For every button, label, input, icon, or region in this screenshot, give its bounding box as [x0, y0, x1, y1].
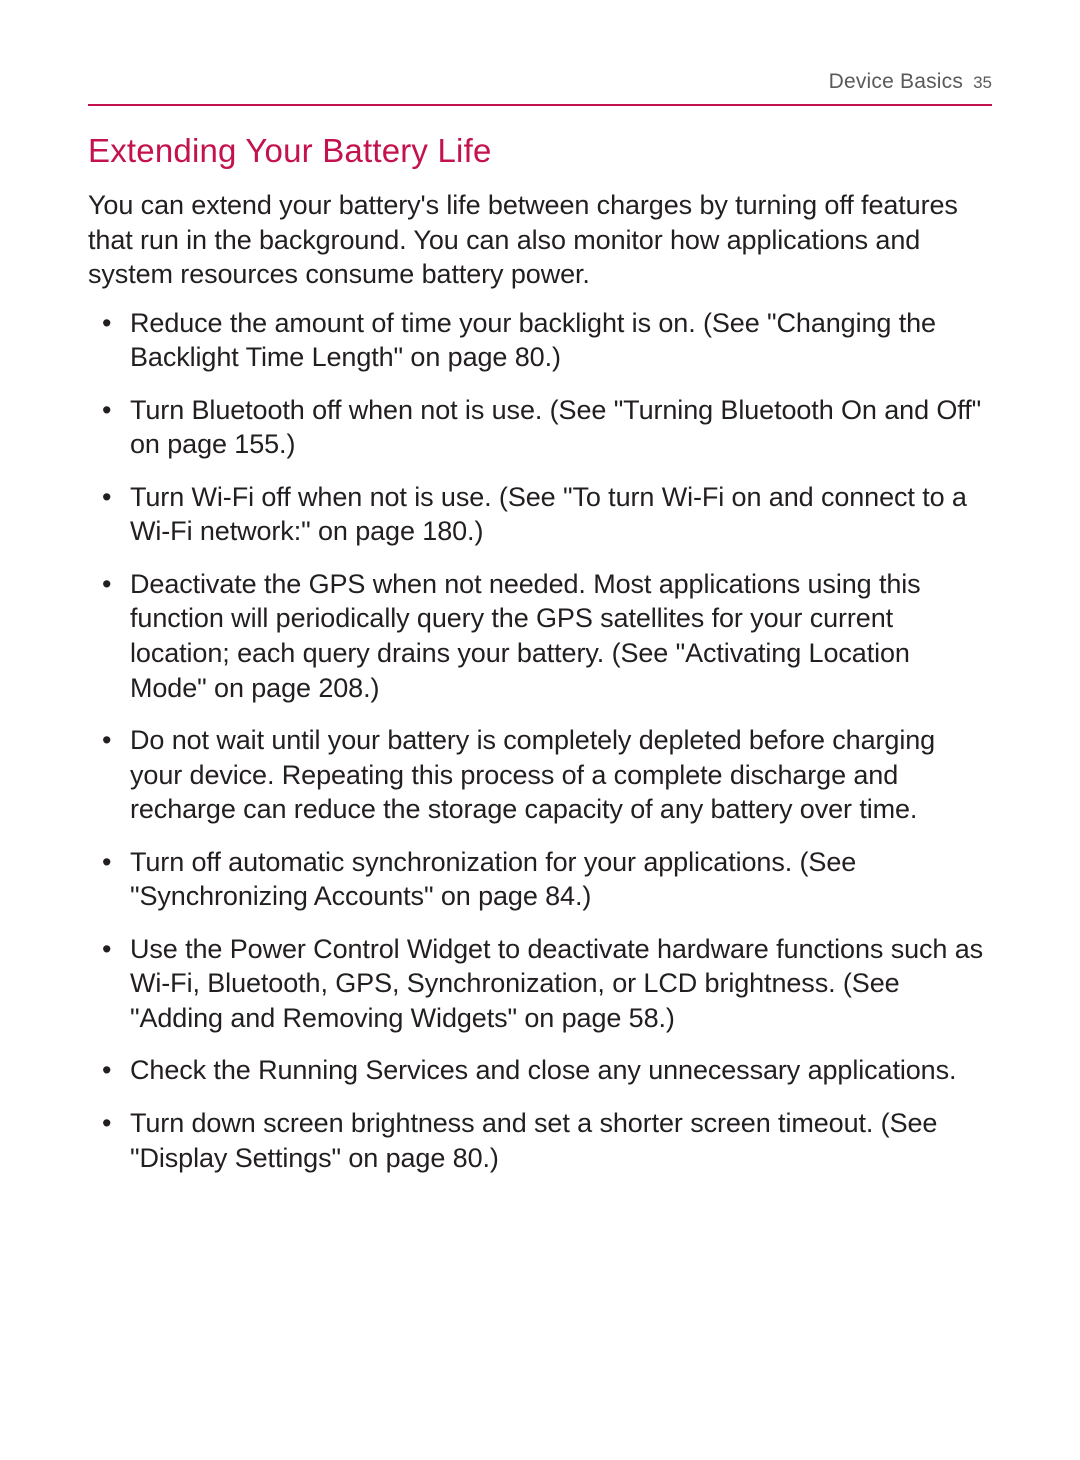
- page-number: 35: [973, 73, 992, 93]
- chapter-name: Device Basics: [829, 70, 963, 94]
- list-item: Deactivate the GPS when not needed. Most…: [88, 567, 992, 705]
- running-header: Device Basics 35: [88, 70, 992, 106]
- list-item: Use the Power Control Widget to deactiva…: [88, 932, 992, 1036]
- list-item: Check the Running Services and close any…: [88, 1053, 992, 1088]
- list-item: Turn Wi-Fi off when not is use. (See "To…: [88, 480, 992, 549]
- list-item: Reduce the amount of time your backlight…: [88, 306, 992, 375]
- section-title: Extending Your Battery Life: [88, 132, 992, 170]
- list-item: Turn Bluetooth off when not is use. (See…: [88, 393, 992, 462]
- list-item: Do not wait until your battery is comple…: [88, 723, 992, 827]
- list-item: Turn down screen brightness and set a sh…: [88, 1106, 992, 1175]
- manual-page: Device Basics 35 Extending Your Battery …: [0, 0, 1080, 1460]
- intro-paragraph: You can extend your battery's life betwe…: [88, 188, 992, 292]
- list-item: Turn off automatic synchronization for y…: [88, 845, 992, 914]
- tips-list: Reduce the amount of time your backlight…: [88, 306, 992, 1175]
